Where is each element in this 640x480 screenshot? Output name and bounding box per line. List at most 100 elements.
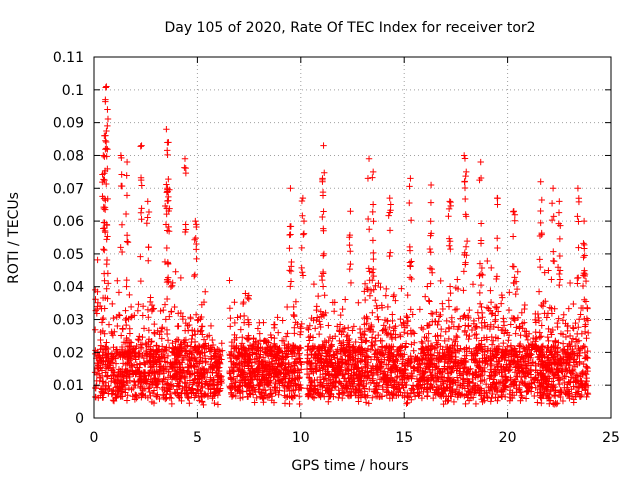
data-point — [477, 270, 485, 278]
data-point — [133, 361, 141, 368]
data-point — [264, 368, 271, 375]
data-point — [151, 320, 158, 328]
data-point — [571, 363, 579, 370]
data-point — [476, 289, 483, 297]
data-point — [484, 257, 491, 265]
data-point — [456, 389, 463, 397]
data-point — [163, 181, 170, 188]
data-point — [538, 376, 545, 383]
data-point — [439, 300, 446, 307]
data-point — [159, 391, 167, 398]
data-point — [478, 372, 486, 379]
data-point — [433, 389, 441, 396]
data-point — [549, 368, 556, 376]
data-point — [174, 389, 181, 396]
data-point — [177, 364, 184, 371]
data-point — [427, 249, 434, 256]
data-point — [564, 388, 572, 395]
data-point — [210, 353, 217, 360]
data-point — [488, 341, 496, 348]
data-point — [541, 387, 548, 395]
data-point — [287, 283, 294, 290]
data-point — [439, 346, 446, 353]
data-point — [355, 299, 362, 306]
data-point — [163, 326, 171, 334]
data-point — [255, 359, 262, 367]
data-point — [584, 390, 592, 398]
plot-frame — [93, 56, 612, 419]
data-point — [305, 370, 313, 378]
data-point — [398, 321, 405, 329]
data-point — [294, 367, 302, 374]
data-point — [251, 399, 258, 406]
data-point — [581, 267, 588, 274]
data-point — [98, 367, 106, 374]
data-point — [314, 292, 322, 300]
data-point — [552, 372, 560, 379]
data-point — [531, 379, 538, 386]
data-point — [319, 175, 326, 182]
data-point — [137, 176, 145, 184]
data-point — [181, 164, 188, 171]
data-point — [472, 374, 479, 381]
data-point — [478, 264, 486, 272]
data-point — [446, 238, 454, 245]
data-point — [139, 303, 147, 310]
data-point — [579, 382, 586, 389]
data-point — [166, 313, 173, 320]
data-point — [209, 341, 217, 349]
data-point — [488, 264, 495, 272]
data-point — [581, 349, 589, 356]
data-point — [171, 303, 178, 311]
data-point — [551, 383, 559, 391]
data-point — [143, 220, 151, 227]
data-point — [255, 382, 262, 390]
data-point — [102, 354, 110, 361]
data-point — [285, 347, 292, 354]
data-point — [117, 385, 124, 393]
data-point — [329, 335, 336, 342]
data-point — [281, 392, 288, 399]
data-point — [509, 233, 517, 240]
data-point — [117, 353, 124, 361]
data-point — [533, 334, 540, 342]
data-point — [100, 152, 107, 159]
data-point — [324, 387, 331, 394]
data-point — [398, 353, 406, 360]
data-point — [566, 332, 574, 340]
data-point — [557, 393, 564, 401]
data-point — [582, 371, 590, 378]
data-point — [289, 349, 297, 356]
data-point — [191, 338, 199, 346]
data-point — [370, 265, 377, 273]
data-point — [147, 381, 155, 388]
data-point — [353, 370, 360, 378]
data-point — [573, 384, 581, 392]
data-point — [239, 334, 246, 341]
data-point — [191, 376, 198, 383]
data-point — [383, 343, 390, 351]
data-point — [466, 332, 473, 340]
data-point — [177, 373, 184, 380]
data-point — [365, 155, 373, 162]
data-point — [320, 252, 327, 259]
data-point — [386, 395, 393, 402]
data-point — [164, 259, 172, 266]
data-point — [527, 367, 535, 375]
data-point — [245, 319, 252, 326]
data-point — [493, 361, 501, 368]
data-point — [340, 390, 347, 397]
data-point — [516, 323, 523, 331]
data-point — [561, 379, 568, 387]
data-point — [300, 231, 307, 238]
data-point — [445, 324, 452, 331]
data-point — [392, 365, 399, 373]
data-point — [117, 367, 124, 375]
data-point — [521, 305, 528, 313]
data-point — [583, 335, 590, 342]
data-point — [462, 195, 469, 203]
data-point — [373, 380, 381, 387]
data-point — [303, 324, 311, 332]
data-point — [103, 153, 110, 160]
data-point — [145, 313, 152, 321]
